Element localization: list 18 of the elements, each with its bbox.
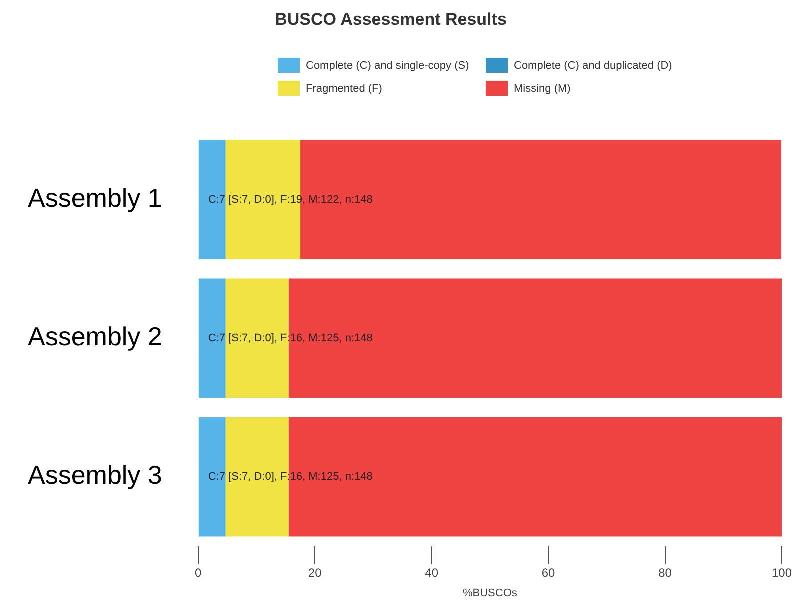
legend-label: Complete (C) and single-copy (S)	[306, 60, 470, 72]
y-tick-label: Assembly 2	[28, 322, 162, 352]
y-tick-label: Assembly 1	[28, 182, 162, 213]
x-tick-label: 80	[658, 566, 672, 580]
bar	[198, 417, 226, 537]
x-tick-label: 100	[772, 566, 792, 580]
x-tick-label: 0	[195, 566, 202, 580]
x-axis-title: %BUSCOs	[462, 587, 518, 600]
legend-label: Missing (M)	[514, 82, 571, 94]
bar	[198, 140, 226, 260]
legend-label: Complete (C) and duplicated (D)	[514, 60, 672, 72]
x-tick-label: 20	[308, 566, 322, 580]
chart-title: BUSCO Assessment Results	[275, 10, 507, 29]
x-tick-label: 40	[425, 566, 439, 580]
legend-label: Fragmented (F)	[306, 82, 382, 94]
bar	[198, 278, 226, 398]
x-tick-label: 60	[542, 566, 556, 580]
y-tick-label: Assembly 3	[28, 460, 162, 490]
